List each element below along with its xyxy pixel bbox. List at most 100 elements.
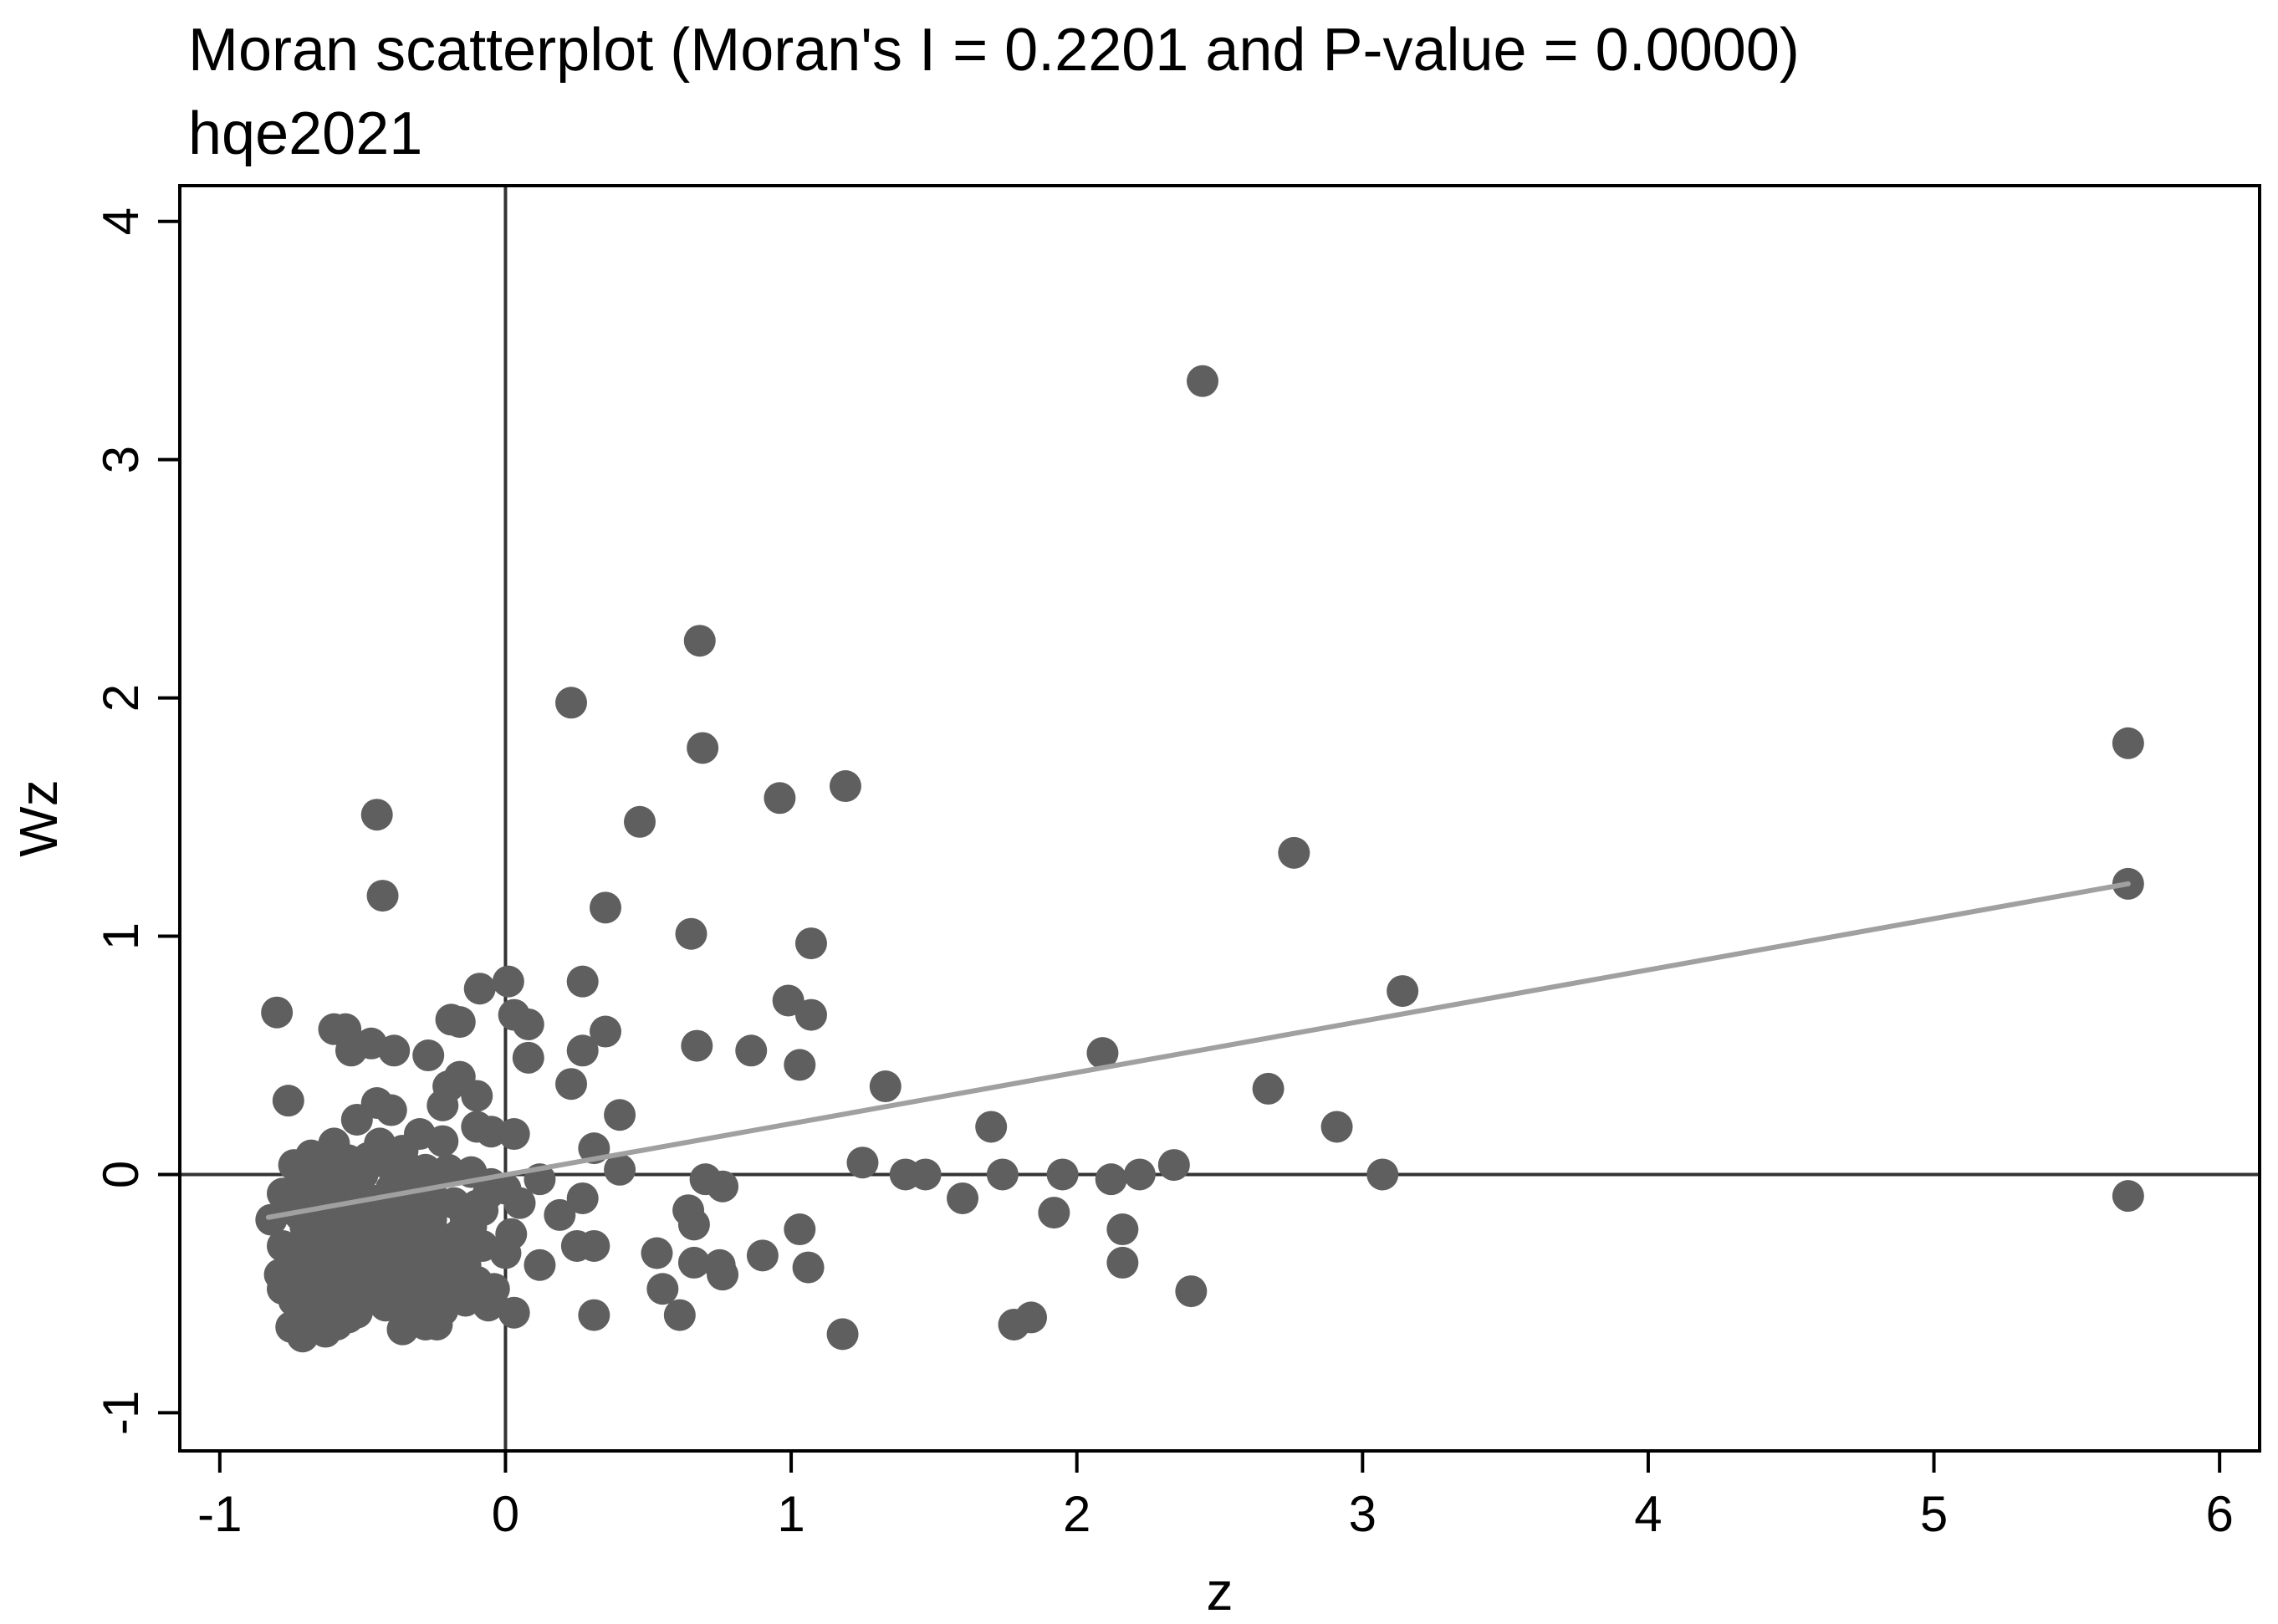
data-point: [306, 1225, 339, 1258]
data-point: [398, 1277, 431, 1310]
data-point: [1106, 1213, 1139, 1246]
data-point: [683, 625, 716, 657]
data-point: [1095, 1163, 1127, 1196]
chart-subtitle: hqe2021: [188, 100, 423, 167]
data-point: [492, 965, 524, 998]
data-point: [475, 1116, 508, 1148]
data-point: [544, 1198, 576, 1231]
data-point: [1278, 836, 1310, 869]
data-point: [1187, 365, 1219, 397]
data-point: [1252, 1072, 1285, 1105]
x-tick-label: -1: [197, 1486, 242, 1542]
y-tick-label: -1: [93, 1391, 149, 1435]
data-point: [1015, 1301, 1048, 1334]
data-point: [1086, 1037, 1119, 1070]
data-point: [1175, 1275, 1208, 1308]
data-point: [794, 998, 827, 1031]
data-point: [1366, 1158, 1399, 1191]
data-point: [772, 984, 804, 1017]
data-point: [289, 1167, 322, 1200]
data-point: [360, 799, 393, 831]
fit-line: [265, 881, 2131, 1220]
scatter-points: [255, 365, 2144, 1353]
y-tick-label: 1: [93, 922, 149, 950]
data-point: [590, 1015, 622, 1048]
data-point: [560, 1229, 593, 1262]
data-point: [283, 1296, 316, 1329]
x-axis: -1 0 1 2 3 4 5 6: [197, 1451, 2234, 1542]
data-point: [443, 1006, 476, 1039]
data-point: [503, 1187, 536, 1219]
y-axis-title: Wz: [8, 779, 69, 856]
data-point: [2112, 1180, 2144, 1213]
data-point: [461, 1080, 493, 1112]
data-point: [986, 1158, 1019, 1191]
data-point: [735, 1034, 768, 1067]
x-tick-label: 5: [1920, 1486, 1948, 1542]
x-tick-label: 1: [777, 1486, 804, 1542]
data-point: [829, 770, 861, 803]
data-point: [463, 973, 496, 1005]
data-point: [566, 965, 599, 998]
data-point: [295, 1249, 328, 1281]
data-point: [426, 1089, 459, 1121]
x-tick-label: 6: [2205, 1486, 2233, 1542]
data-point: [826, 1318, 859, 1351]
plot-frame: [178, 184, 2261, 1453]
data-point: [604, 1099, 636, 1131]
data-point: [677, 1246, 710, 1279]
data-point: [681, 1029, 713, 1062]
x-tick-label: 4: [1634, 1486, 1662, 1542]
data-point: [352, 1254, 385, 1286]
data-point: [412, 1039, 445, 1072]
fit-line-group: [265, 881, 2131, 1220]
data-point: [975, 1111, 1008, 1143]
data-point: [443, 1259, 476, 1291]
data-point: [498, 1296, 530, 1329]
data-point: [566, 1034, 599, 1067]
data-point: [378, 1034, 411, 1067]
data-point: [846, 1147, 879, 1179]
data-point: [1046, 1158, 1079, 1191]
data-point: [398, 1218, 431, 1250]
data-point: [794, 927, 827, 960]
data-point: [590, 891, 622, 924]
data-point: [663, 1299, 696, 1331]
data-point: [524, 1249, 556, 1281]
data-point: [495, 1218, 528, 1250]
data-point: [340, 1296, 373, 1329]
data-point: [1106, 1246, 1139, 1279]
data-point: [478, 1273, 510, 1305]
data-point: [641, 1237, 673, 1269]
data-point: [1157, 1149, 1190, 1182]
data-point: [784, 1213, 816, 1246]
data-point: [677, 1208, 710, 1241]
x-tick-label: 2: [1063, 1486, 1090, 1542]
data-point: [512, 1008, 544, 1040]
data-point: [792, 1251, 825, 1284]
data-point: [869, 1070, 901, 1103]
data-point: [555, 687, 588, 719]
chart-title: Moran scatterplot (Moran's I = 0.2201 an…: [188, 17, 1800, 84]
data-point: [1038, 1197, 1070, 1229]
y-tick-label: 4: [93, 207, 149, 235]
data-point: [675, 917, 707, 950]
data-point: [386, 1134, 419, 1167]
data-point: [555, 1068, 588, 1101]
x-axis-title: z: [1207, 1561, 1233, 1621]
data-point: [366, 880, 399, 912]
data-point: [646, 1273, 679, 1305]
x-tick-label: 3: [1349, 1486, 1377, 1542]
data-point: [1123, 1158, 1156, 1191]
data-point: [467, 1194, 499, 1227]
data-point: [1320, 1111, 1353, 1143]
data-point: [272, 1085, 304, 1117]
y-axis: -1 0 1 2 3 4: [93, 207, 180, 1435]
y-tick-label: 3: [93, 446, 149, 473]
data-point: [909, 1158, 942, 1191]
data-point: [318, 1265, 350, 1298]
data-point: [426, 1125, 459, 1157]
data-point: [784, 1049, 816, 1081]
data-point: [340, 1103, 373, 1136]
